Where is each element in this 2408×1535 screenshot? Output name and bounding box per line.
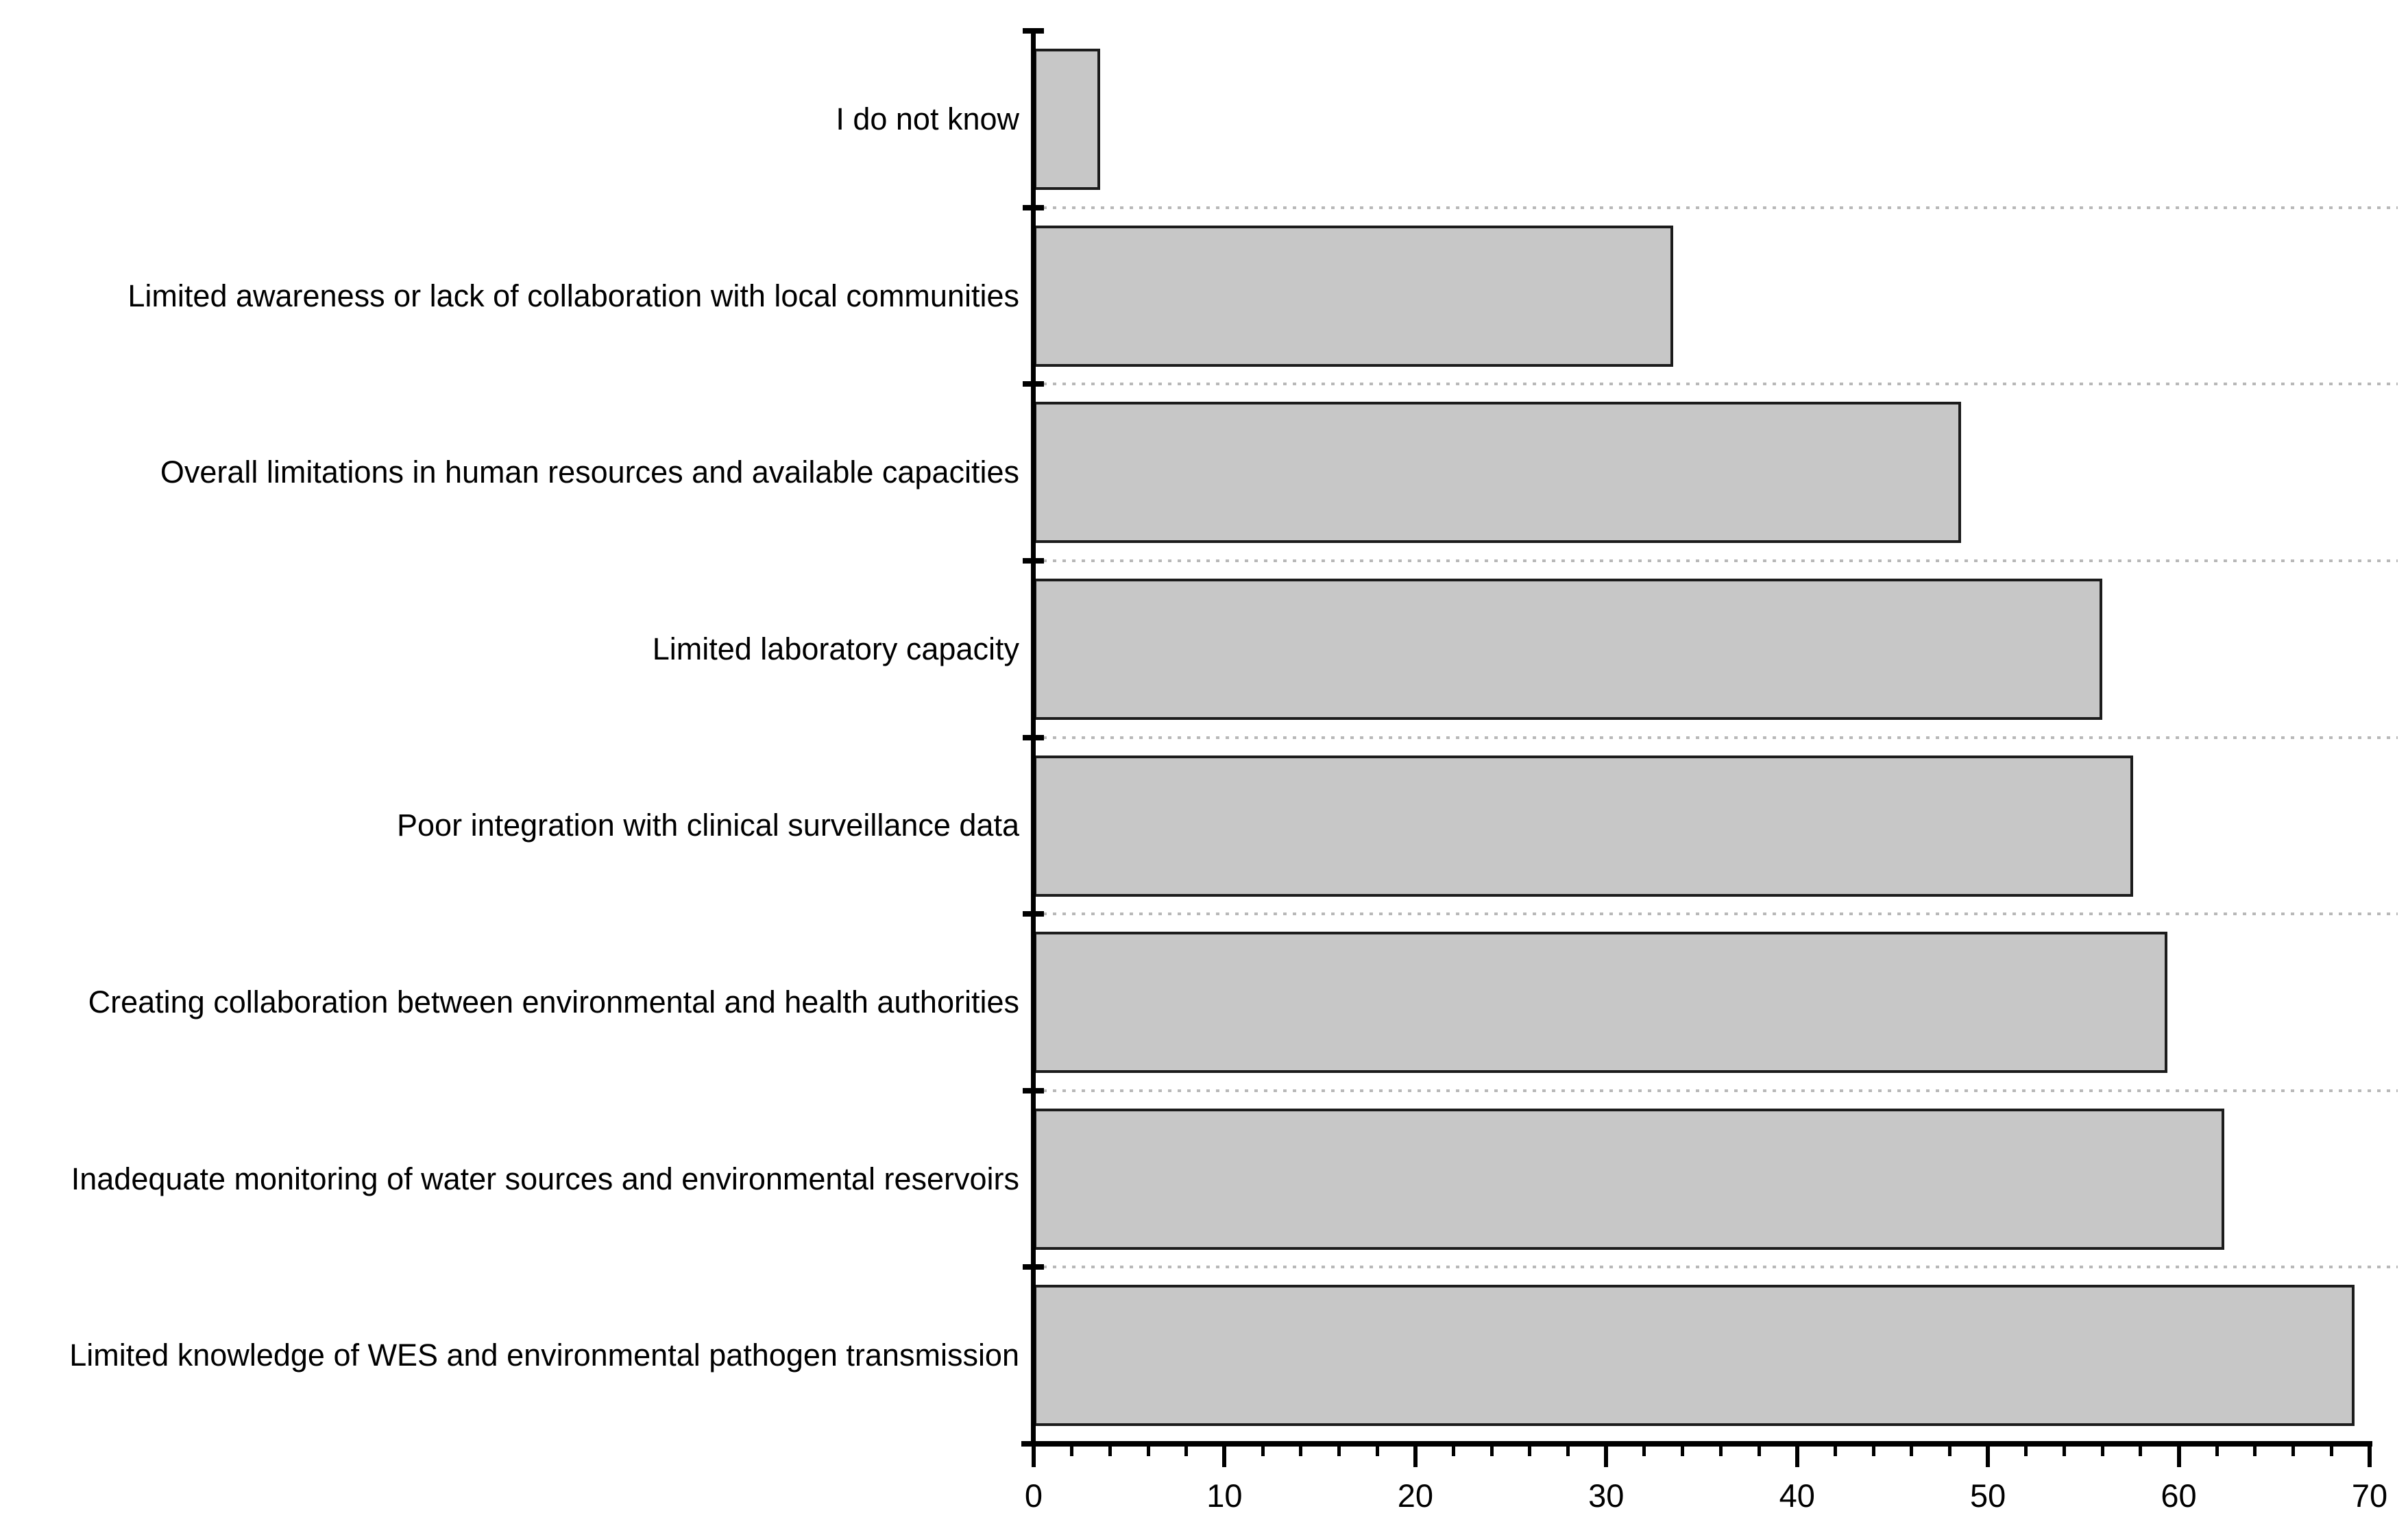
category-separator-dotted-line bbox=[1034, 1089, 2398, 1092]
x-major-tick bbox=[1032, 1441, 1036, 1467]
x-major-tick bbox=[1986, 1441, 1991, 1467]
x-minor-tick bbox=[1871, 1441, 1875, 1456]
category-label: Limited awareness or lack of collaborati… bbox=[127, 278, 1019, 313]
x-minor-tick bbox=[1681, 1441, 1685, 1456]
x-major-tick bbox=[2368, 1441, 2372, 1467]
x-tick-label: 50 bbox=[1970, 1477, 2006, 1514]
x-minor-tick bbox=[1833, 1441, 1837, 1456]
x-minor-tick bbox=[1718, 1441, 1723, 1456]
x-major-tick bbox=[1604, 1441, 1609, 1467]
x-tick-label: 70 bbox=[2351, 1477, 2388, 1514]
x-minor-tick bbox=[1146, 1441, 1150, 1456]
x-tick-label: 60 bbox=[2161, 1477, 2197, 1514]
category-separator-dotted-line bbox=[1034, 1266, 2398, 1269]
x-tick-label: 0 bbox=[1024, 1477, 1043, 1514]
category-label: Inadequate monitoring of water sources a… bbox=[71, 1161, 1019, 1196]
x-major-tick bbox=[1222, 1441, 1227, 1467]
category-separator-dotted-line bbox=[1034, 736, 2398, 739]
x-minor-tick bbox=[2215, 1441, 2219, 1456]
category-separator-dotted-line bbox=[1034, 383, 2398, 386]
x-major-tick bbox=[1795, 1441, 1799, 1467]
bar-3 bbox=[1034, 578, 2102, 720]
x-minor-tick bbox=[2024, 1441, 2028, 1456]
x-axis-line bbox=[1021, 1441, 2372, 1447]
category-separator-dotted-line bbox=[1034, 206, 2398, 209]
bar-0 bbox=[1034, 49, 1100, 190]
bar-4 bbox=[1034, 755, 2133, 897]
category-label: Limited knowledge of WES and environment… bbox=[69, 1338, 1019, 1373]
x-minor-tick bbox=[2253, 1441, 2257, 1456]
x-major-tick bbox=[1413, 1441, 1418, 1467]
bar-2 bbox=[1034, 402, 1961, 544]
x-minor-tick bbox=[1566, 1441, 1570, 1456]
x-minor-tick bbox=[1947, 1441, 1951, 1456]
x-major-tick bbox=[2176, 1441, 2181, 1467]
x-minor-tick bbox=[2100, 1441, 2104, 1456]
x-minor-tick bbox=[1337, 1441, 1341, 1456]
x-minor-tick bbox=[2291, 1441, 2296, 1456]
x-minor-tick bbox=[1642, 1441, 1646, 1456]
x-minor-tick bbox=[1261, 1441, 1265, 1456]
x-minor-tick bbox=[1489, 1441, 1494, 1456]
category-separator-dotted-line bbox=[1034, 912, 2398, 916]
x-minor-tick bbox=[1910, 1441, 1914, 1456]
x-tick-label: 30 bbox=[1588, 1477, 1625, 1514]
x-minor-tick bbox=[2139, 1441, 2143, 1456]
bar-1 bbox=[1034, 225, 1673, 367]
bar-5 bbox=[1034, 932, 2167, 1074]
bar-6 bbox=[1034, 1108, 2224, 1250]
category-label: I do not know bbox=[836, 101, 1019, 136]
category-label: Overall limitations in human resources a… bbox=[160, 455, 1019, 490]
category-label: Poor integration with clinical surveilla… bbox=[397, 808, 1019, 843]
x-minor-tick bbox=[1184, 1441, 1189, 1456]
x-minor-tick bbox=[1452, 1441, 1456, 1456]
x-minor-tick bbox=[1757, 1441, 1761, 1456]
x-tick-label: 40 bbox=[1779, 1477, 1815, 1514]
x-minor-tick bbox=[1375, 1441, 1379, 1456]
x-tick-label: 20 bbox=[1397, 1477, 1433, 1514]
x-minor-tick bbox=[2063, 1441, 2066, 1456]
x-tick-label: 10 bbox=[1206, 1477, 1243, 1514]
x-minor-tick bbox=[2329, 1441, 2333, 1456]
category-label: Limited laboratory capacity bbox=[652, 631, 1019, 666]
x-minor-tick bbox=[1108, 1441, 1112, 1456]
x-minor-tick bbox=[1299, 1441, 1303, 1456]
y-axis-line bbox=[1031, 31, 1036, 1447]
category-label: Creating collaboration between environme… bbox=[88, 984, 1019, 1020]
x-minor-tick bbox=[1070, 1441, 1074, 1456]
bar-7 bbox=[1034, 1285, 2355, 1427]
category-separator-dotted-line bbox=[1034, 559, 2398, 562]
x-minor-tick bbox=[1528, 1441, 1532, 1456]
